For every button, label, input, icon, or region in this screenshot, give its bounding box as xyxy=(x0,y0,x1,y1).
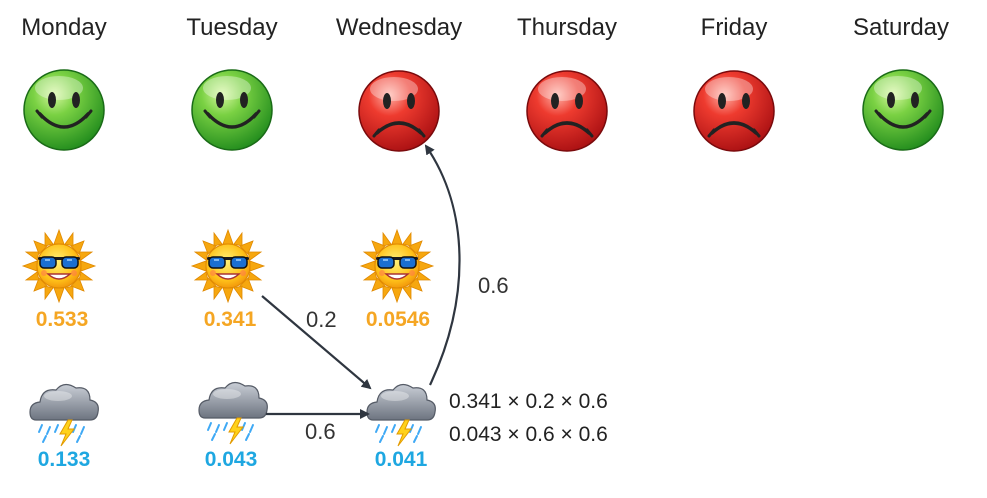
mood-thursday-sad-face-icon xyxy=(525,69,609,153)
day-label-thursday: Thursday xyxy=(516,14,618,41)
mood-wednesday-sad-face-icon xyxy=(357,69,441,153)
rainy-prob-wednesday: 0.041 xyxy=(374,448,428,471)
day-label-saturday: Saturday xyxy=(852,14,950,41)
day-label-monday: Monday xyxy=(21,14,107,41)
arrow-wednesday-rainy-to-wednesday-mood xyxy=(424,144,461,386)
sunny-tuesday-sun-icon xyxy=(191,229,265,303)
rainy-monday-cloud-icon xyxy=(29,383,100,447)
rainy-tuesday-cloud-icon xyxy=(198,381,269,445)
calculation-line-2: 0.043 × 0.6 × 0.6 xyxy=(449,423,608,446)
day-label-tuesday: Tuesday xyxy=(186,14,278,41)
arrow-tuesday-sunny-to-wednesday-rainy xyxy=(261,295,372,390)
rainy-wednesday-cloud-icon xyxy=(366,383,437,447)
edge-label-rainy-to-rainy: 0.6 xyxy=(305,419,336,444)
sunny-prob-monday: 0.533 xyxy=(35,308,89,331)
edge-label-sunny-to-rainy: 0.2 xyxy=(306,307,337,332)
calculation-line-1: 0.341 × 0.2 × 0.6 xyxy=(449,390,608,413)
sunny-wednesday-sun-icon xyxy=(360,229,434,303)
day-label-wednesday: Wednesday xyxy=(335,14,463,41)
sunny-prob-wednesday: 0.0546 xyxy=(365,308,431,331)
day-label-friday: Friday xyxy=(700,14,768,41)
rainy-prob-tuesday: 0.043 xyxy=(204,448,258,471)
sunny-prob-tuesday: 0.341 xyxy=(203,308,257,331)
edge-label-rainy-to-mood: 0.6 xyxy=(478,273,509,298)
mood-tuesday-happy-face-icon xyxy=(190,68,274,152)
mood-monday-happy-face-icon xyxy=(22,68,106,152)
rainy-prob-monday: 0.133 xyxy=(37,448,91,471)
mood-saturday-happy-face-icon xyxy=(861,68,945,152)
mood-friday-sad-face-icon xyxy=(692,69,776,153)
sunny-monday-sun-icon xyxy=(22,229,96,303)
